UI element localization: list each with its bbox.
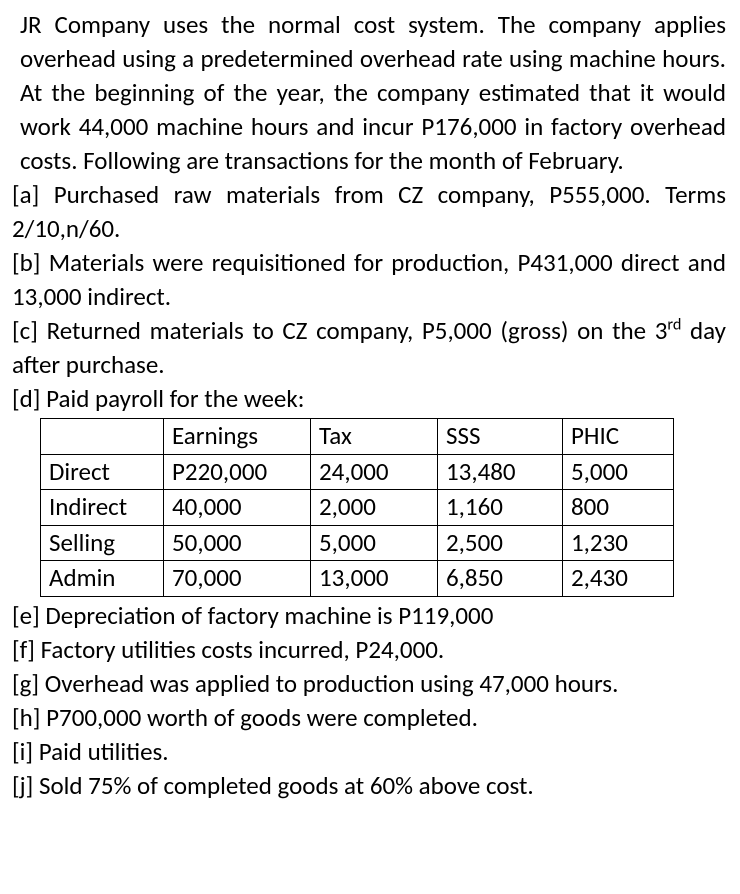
cell-tax: 13,000: [311, 561, 438, 597]
cell-label: Selling: [41, 525, 164, 561]
cell-earnings: 50,000: [164, 525, 311, 561]
transaction-c-part1: [c] Returned materials to CZ company, P5…: [12, 315, 667, 346]
transaction-b: [b] Materials were requisitioned for pro…: [12, 246, 728, 314]
cell-label: Direct: [41, 454, 164, 490]
cell-earnings: 70,000: [164, 561, 311, 597]
header-phic: PHIC: [563, 419, 674, 455]
cell-sss: 13,480: [438, 454, 563, 490]
cell-tax: 24,000: [311, 454, 438, 490]
payroll-table: Earnings Tax SSS PHIC Direct P220,000 24…: [40, 418, 674, 597]
table-header-row: Earnings Tax SSS PHIC: [41, 419, 674, 455]
transaction-d: [d] Paid payroll for the week:: [12, 382, 728, 416]
transaction-a: [a] Purchased raw materials from CZ comp…: [12, 178, 728, 246]
cell-phic: 5,000: [563, 454, 674, 490]
table-row: Admin 70,000 13,000 6,850 2,430: [41, 561, 674, 597]
cell-label: Admin: [41, 561, 164, 597]
cell-phic: 800: [563, 490, 674, 526]
transaction-h: [h] P700,000 worth of goods were complet…: [12, 701, 728, 735]
header-sss: SSS: [438, 419, 563, 455]
table-row: Direct P220,000 24,000 13,480 5,000: [41, 454, 674, 490]
cell-phic: 2,430: [563, 561, 674, 597]
transaction-j: [j] Sold 75% of completed goods at 60% a…: [12, 769, 728, 803]
cell-tax: 2,000: [311, 490, 438, 526]
transaction-i: [i] Paid utilities.: [12, 735, 728, 769]
cell-phic: 1,230: [563, 525, 674, 561]
cell-sss: 2,500: [438, 525, 563, 561]
cell-label: Indirect: [41, 490, 164, 526]
cell-earnings: 40,000: [164, 490, 311, 526]
table-row: Selling 50,000 5,000 2,500 1,230: [41, 525, 674, 561]
ordinal-suffix: rd: [667, 316, 681, 335]
cell-earnings: P220,000: [164, 454, 311, 490]
header-blank: [41, 419, 164, 455]
intro-paragraph: JR Company uses the normal cost system. …: [12, 8, 728, 178]
transaction-g: [g] Overhead was applied to production u…: [12, 667, 728, 701]
transaction-c: [c] Returned materials to CZ company, P5…: [12, 314, 728, 382]
transaction-f: [f] Factory utilities costs incurred, P2…: [12, 633, 728, 667]
header-tax: Tax: [311, 419, 438, 455]
header-earnings: Earnings: [164, 419, 311, 455]
transaction-e: [e] Depreciation of factory machine is P…: [12, 599, 728, 633]
cell-sss: 1,160: [438, 490, 563, 526]
table-row: Indirect 40,000 2,000 1,160 800: [41, 490, 674, 526]
cell-sss: 6,850: [438, 561, 563, 597]
cell-tax: 5,000: [311, 525, 438, 561]
